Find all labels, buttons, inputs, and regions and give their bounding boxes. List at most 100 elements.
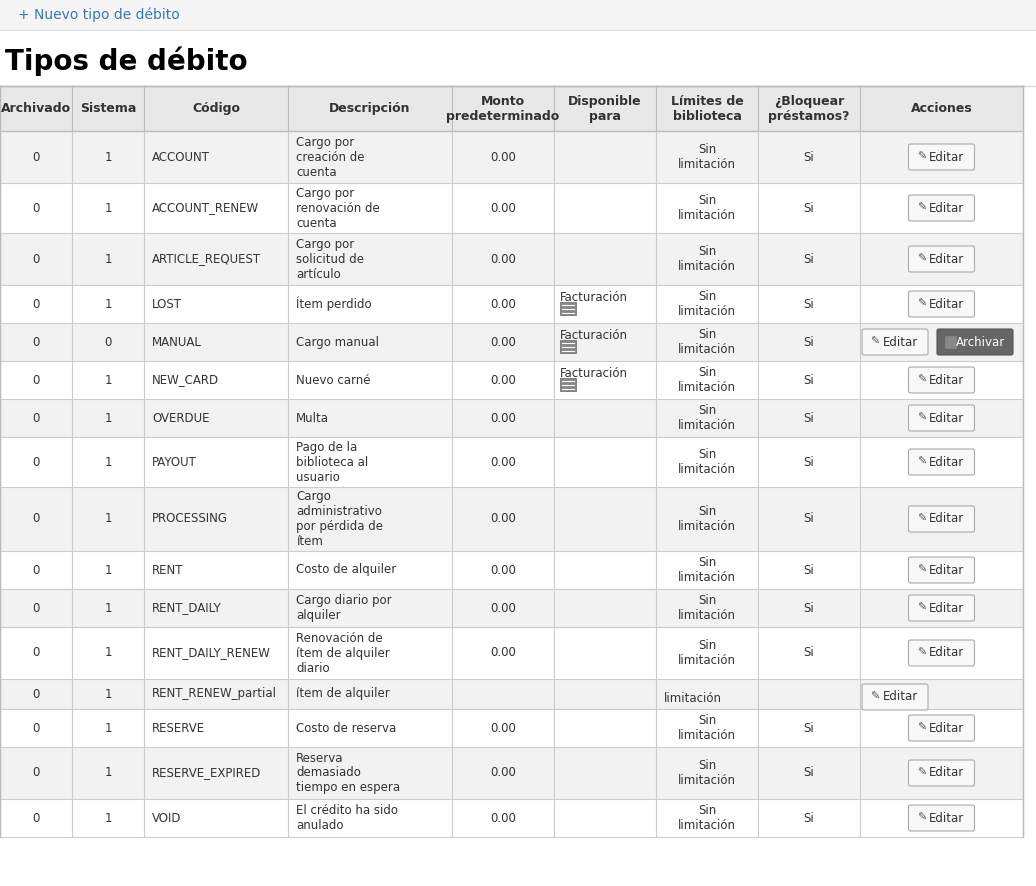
Bar — [71, 679, 144, 709]
Bar — [288, 233, 452, 285]
Text: ✎: ✎ — [917, 648, 926, 658]
Text: Si: Si — [804, 374, 814, 386]
Text: 0: 0 — [32, 602, 39, 615]
Text: RENT_DAILY_RENEW: RENT_DAILY_RENEW — [152, 647, 270, 659]
Text: Disponible
para: Disponible para — [568, 95, 642, 122]
Text: 0.00: 0.00 — [490, 563, 516, 577]
Text: Pago de la
biblioteca al
usuario: Pago de la biblioteca al usuario — [296, 440, 368, 484]
Bar — [554, 285, 656, 323]
Bar — [860, 551, 1023, 589]
FancyBboxPatch shape — [909, 195, 975, 221]
FancyBboxPatch shape — [937, 329, 1013, 355]
Text: 1: 1 — [105, 688, 112, 701]
Bar — [554, 131, 656, 183]
Text: Sin
limitación: Sin limitación — [678, 404, 736, 432]
Bar — [554, 747, 656, 799]
Text: PAYOUT: PAYOUT — [152, 455, 197, 469]
Bar — [452, 86, 554, 131]
Text: Si: Si — [804, 151, 814, 164]
Bar — [656, 709, 758, 747]
Text: 0: 0 — [32, 336, 39, 348]
Bar — [71, 86, 144, 131]
Bar — [0, 0, 1036, 30]
Bar — [554, 589, 656, 627]
Text: Renovación de
ítem de alquiler
diario: Renovación de ítem de alquiler diario — [296, 632, 390, 674]
Bar — [758, 233, 860, 285]
Text: 1: 1 — [105, 812, 112, 825]
Bar — [452, 799, 554, 837]
Text: Editar: Editar — [929, 455, 965, 469]
Text: Cargo por
solicitud de
artículo: Cargo por solicitud de artículo — [296, 237, 364, 281]
Text: 1: 1 — [105, 455, 112, 469]
Bar — [758, 589, 860, 627]
Bar — [144, 799, 288, 837]
Text: Sin
limitación: Sin limitación — [678, 143, 736, 171]
Text: ✎: ✎ — [917, 768, 926, 778]
FancyBboxPatch shape — [909, 144, 975, 170]
Bar — [144, 323, 288, 361]
Text: Si: Si — [804, 201, 814, 214]
Bar — [288, 627, 452, 679]
Text: Tipos de débito: Tipos de débito — [5, 46, 248, 75]
Bar — [758, 323, 860, 361]
Text: 1: 1 — [105, 647, 112, 659]
Text: 1: 1 — [105, 721, 112, 734]
Text: Si: Si — [804, 766, 814, 780]
Bar — [452, 285, 554, 323]
Bar — [71, 627, 144, 679]
Bar — [554, 399, 656, 437]
Bar — [288, 131, 452, 183]
Bar — [288, 589, 452, 627]
Bar — [656, 679, 758, 709]
Text: ✎: ✎ — [917, 203, 926, 213]
Text: RESERVE: RESERVE — [152, 721, 205, 734]
Bar — [860, 747, 1023, 799]
Bar — [860, 589, 1023, 627]
Text: Sin
limitación: Sin limitación — [678, 366, 736, 394]
Text: Editar: Editar — [929, 563, 965, 577]
Text: Si: Si — [804, 455, 814, 469]
Text: 0.00: 0.00 — [490, 766, 516, 780]
Bar — [554, 709, 656, 747]
Text: Editar: Editar — [929, 201, 965, 214]
Text: Si: Si — [804, 721, 814, 734]
Text: Editar: Editar — [929, 253, 965, 266]
Text: Sin
limitación: Sin limitación — [678, 448, 736, 476]
Bar — [0, 86, 71, 131]
Bar — [144, 589, 288, 627]
Bar — [0, 399, 71, 437]
Bar — [758, 437, 860, 487]
Bar — [452, 399, 554, 437]
Bar — [71, 233, 144, 285]
Bar — [554, 361, 656, 399]
Bar — [288, 285, 452, 323]
Bar — [452, 361, 554, 399]
Text: 0: 0 — [32, 253, 39, 266]
FancyBboxPatch shape — [909, 805, 975, 831]
Bar — [560, 301, 576, 315]
Text: 0.00: 0.00 — [490, 812, 516, 825]
Text: 0: 0 — [32, 374, 39, 386]
Text: ACCOUNT_RENEW: ACCOUNT_RENEW — [152, 201, 259, 214]
Bar — [758, 183, 860, 233]
Bar — [554, 551, 656, 589]
Bar — [560, 377, 576, 391]
Text: ✎: ✎ — [917, 603, 926, 613]
Bar — [656, 323, 758, 361]
Bar — [71, 399, 144, 437]
Text: Editar: Editar — [929, 512, 965, 525]
Bar — [452, 551, 554, 589]
FancyBboxPatch shape — [909, 405, 975, 431]
Text: ✎: ✎ — [917, 457, 926, 467]
Text: 0: 0 — [32, 647, 39, 659]
Bar — [758, 679, 860, 709]
Bar — [144, 437, 288, 487]
Text: + Nuevo tipo de débito: + Nuevo tipo de débito — [18, 8, 180, 22]
Bar — [656, 399, 758, 437]
Text: NEW_CARD: NEW_CARD — [152, 374, 220, 386]
Text: Facturación: Facturación — [560, 329, 628, 341]
Bar — [554, 323, 656, 361]
Text: ACCOUNT: ACCOUNT — [152, 151, 210, 164]
Text: ARTICLE_REQUEST: ARTICLE_REQUEST — [152, 253, 261, 266]
Text: Sin
limitación: Sin limitación — [678, 290, 736, 318]
